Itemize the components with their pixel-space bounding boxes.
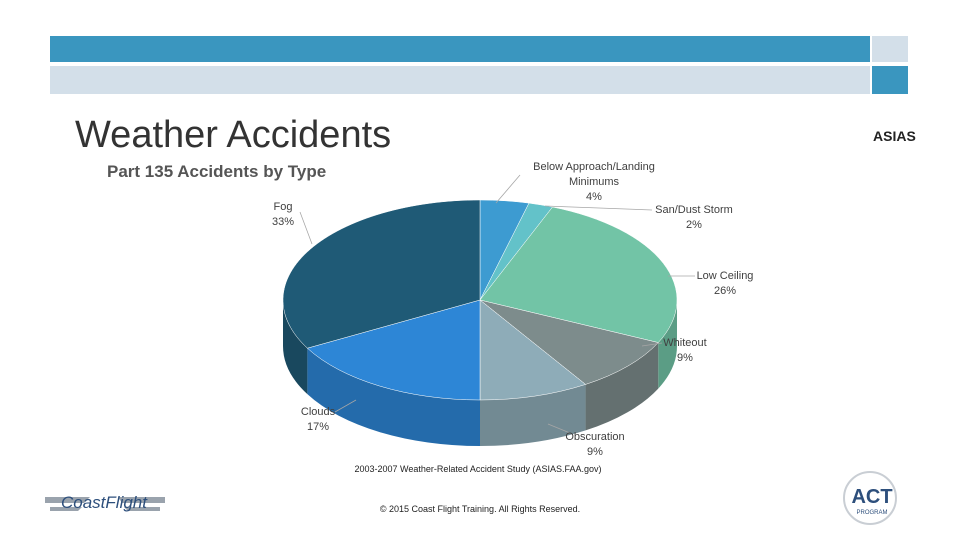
slice bbox=[479, 299, 659, 385]
leader-line bbox=[334, 399, 357, 413]
copyright: © 2015 Coast Flight Training. All Rights… bbox=[380, 504, 580, 514]
pie bbox=[282, 174, 695, 446]
logo-text: CoastFlight bbox=[61, 493, 148, 512]
leader-line bbox=[641, 342, 663, 347]
data-label: Clouds 17% bbox=[288, 405, 348, 435]
label-name: Clouds bbox=[300, 406, 336, 418]
logo-subtext: PROGRAM bbox=[856, 510, 887, 516]
slice-side bbox=[307, 348, 480, 446]
slice-side bbox=[480, 384, 586, 446]
label-name: Low Ceiling bbox=[696, 270, 754, 282]
leader-line bbox=[299, 211, 313, 245]
label-name: Below Approach/Landing Minimums bbox=[533, 161, 655, 188]
corner-label: ASIAS bbox=[873, 128, 916, 144]
chart-title: Part 135 Accidents by Type bbox=[107, 162, 326, 181]
label-value: 17% bbox=[306, 421, 330, 433]
data-label: Fog 33% bbox=[263, 200, 303, 230]
data-label: Whiteout 9% bbox=[650, 336, 720, 366]
header-box bbox=[872, 36, 908, 62]
data-label: Below Approach/Landing Minimums 4% bbox=[524, 160, 664, 205]
slice bbox=[479, 206, 678, 343]
leader-line bbox=[547, 423, 571, 434]
label-value: 9% bbox=[587, 446, 603, 458]
slide-title: Weather Accidents bbox=[75, 114, 391, 156]
leader-line bbox=[495, 174, 521, 204]
logo-left: CoastFlight bbox=[45, 493, 165, 512]
slice bbox=[306, 299, 481, 401]
logo-text: ACT bbox=[851, 486, 892, 508]
slice-side bbox=[585, 342, 659, 431]
label-value: 4% bbox=[586, 191, 602, 203]
header-bar bbox=[50, 66, 870, 94]
label-value: 26% bbox=[713, 285, 737, 297]
slice-side bbox=[283, 300, 308, 395]
slice bbox=[479, 299, 587, 401]
header-bar bbox=[50, 36, 870, 62]
header-box bbox=[872, 66, 908, 94]
source-note: 2003-2007 Weather-Related Accident Study… bbox=[355, 464, 602, 474]
logo-right: ACT PROGRAM bbox=[843, 471, 897, 525]
label-value: 33% bbox=[271, 216, 295, 228]
label-value: 9% bbox=[677, 352, 693, 364]
data-label: Low Ceiling 26% bbox=[685, 269, 765, 299]
data-label: Obscuration 9% bbox=[555, 430, 635, 460]
label-name: Fog bbox=[273, 201, 293, 213]
label-name: San/Dust Storm bbox=[655, 204, 733, 216]
data-label: San/Dust Storm 2% bbox=[649, 203, 739, 233]
label-name: Whiteout bbox=[663, 337, 707, 349]
label-name: Obscuration bbox=[565, 431, 625, 443]
label-value: 2% bbox=[686, 219, 702, 231]
slice bbox=[282, 199, 481, 349]
leader-line bbox=[544, 205, 653, 211]
